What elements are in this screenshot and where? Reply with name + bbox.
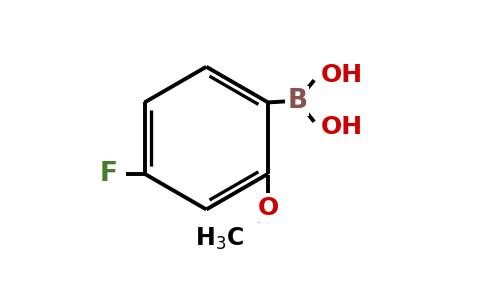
Text: F: F — [100, 161, 118, 187]
Text: B: B — [287, 88, 307, 114]
Text: O: O — [257, 196, 279, 220]
Text: H$_3$C: H$_3$C — [196, 226, 244, 252]
Text: OH: OH — [320, 62, 363, 86]
Text: OH: OH — [320, 116, 363, 140]
